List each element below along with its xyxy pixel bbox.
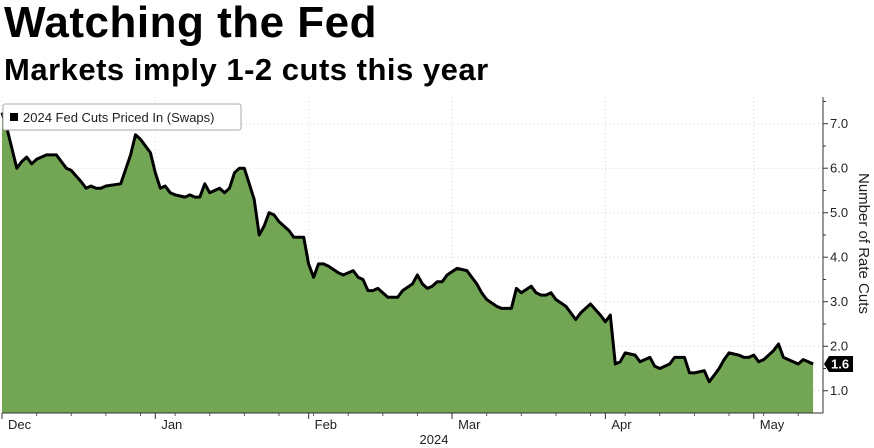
y-tick-label: 7.0 xyxy=(830,116,848,131)
series-line xyxy=(0,112,814,384)
chart-subtitle: Markets imply 1-2 cuts this year xyxy=(4,52,489,87)
y-tick-label: 5.0 xyxy=(830,205,848,220)
y-tick-label: 4.0 xyxy=(830,250,848,265)
last-value-badge xyxy=(824,356,853,373)
y-tick-label: 2.0 xyxy=(830,339,848,354)
x-tick-label: Apr xyxy=(611,417,632,432)
y-tick-label: 1.0 xyxy=(830,383,848,398)
legend-swatch xyxy=(10,113,18,121)
legend-layer: 2024 Fed Cuts Priced In (Swaps) xyxy=(2,103,242,131)
x-tick-label: May xyxy=(760,417,785,432)
legend-box xyxy=(2,103,242,131)
x-tick-label: Feb xyxy=(315,417,337,432)
y-tick-label: 6.0 xyxy=(830,161,848,176)
x-year-label: 2024 xyxy=(420,432,449,447)
series-area xyxy=(2,112,814,413)
x-tick-label: Dec xyxy=(8,417,32,432)
last-value-label: 1.6 xyxy=(831,357,849,372)
legend-label: 2024 Fed Cuts Priced In (Swaps) xyxy=(23,110,214,125)
y-axis-title: Number of Rate Cuts xyxy=(855,173,872,314)
x-tick-label: Jan xyxy=(161,417,182,432)
y-tick-label: 3.0 xyxy=(830,294,848,309)
chart-title: Watching the Fed xyxy=(4,0,378,47)
x-tick-label: Mar xyxy=(458,417,481,432)
plot-layer xyxy=(0,97,823,413)
axis-layer: 1.0 2.0 3.0 4.0 5.0 6.0 7.0 Number of Rate Cuts… xyxy=(1,97,872,447)
